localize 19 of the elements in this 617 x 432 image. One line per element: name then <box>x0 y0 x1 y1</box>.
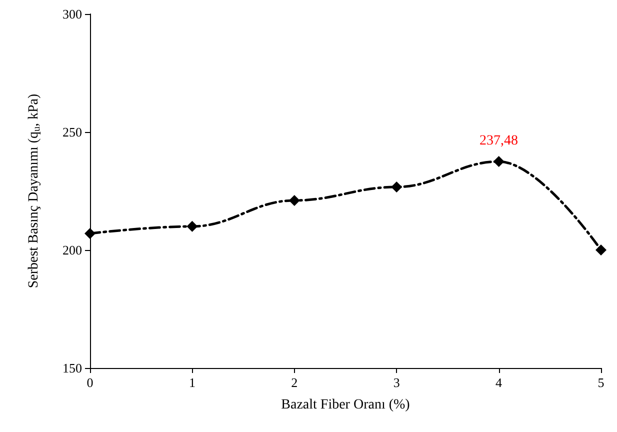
x-tick-label: 5 <box>598 375 604 390</box>
point <box>288 194 300 206</box>
y-tick-label: 250 <box>62 124 82 140</box>
point <box>186 220 198 232</box>
point <box>84 228 96 239</box>
point <box>493 156 504 168</box>
x-tick-label: 3 <box>393 375 400 390</box>
x-tick-label: 0 <box>86 375 94 390</box>
x-tick-label: 4 <box>496 375 503 390</box>
point <box>391 181 402 192</box>
x-tick-label: 2 <box>291 375 298 390</box>
point <box>596 244 606 256</box>
data-label: 237,48 <box>480 134 518 149</box>
y-tick-label: 150 <box>62 360 82 376</box>
y-tick-label: 200 <box>62 242 82 258</box>
x-tick-label: 1 <box>188 375 196 390</box>
y-tick-label: 300 <box>62 6 82 22</box>
x-axis-title: Bazalt Fiber Oranı (%) <box>281 398 410 412</box>
y-axis-title: Serbest Basınç Dayanımı (qu, kPa) <box>26 93 42 288</box>
